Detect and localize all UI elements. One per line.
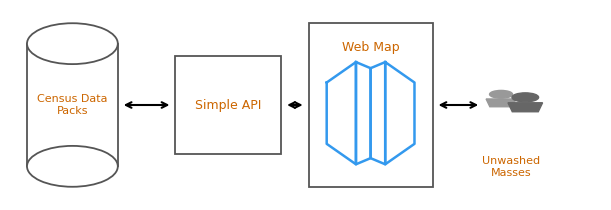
Bar [309, 23, 433, 187]
Bar [27, 44, 118, 166]
Ellipse shape [27, 23, 118, 64]
Polygon shape [486, 99, 516, 107]
Text: Simple API: Simple API [195, 98, 262, 112]
Ellipse shape [27, 146, 118, 187]
Text: Unwashed
Masses: Unwashed Masses [482, 156, 540, 178]
Polygon shape [508, 103, 543, 112]
Text: Web Map: Web Map [342, 41, 400, 54]
Bar [175, 56, 281, 154]
Text: Census Data
Packs: Census Data Packs [37, 94, 108, 116]
Circle shape [489, 91, 513, 98]
Circle shape [512, 93, 538, 102]
